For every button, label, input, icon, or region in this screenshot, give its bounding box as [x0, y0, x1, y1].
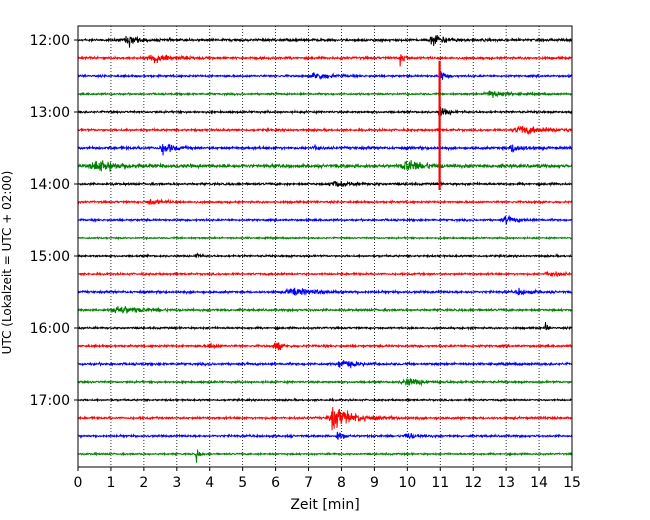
y-tick-label-1200: 12:00 — [30, 33, 70, 49]
y-tick-label-1400: 14:00 — [30, 177, 70, 193]
x-tick-label-8: 8 — [337, 475, 346, 491]
trace-1230 — [77, 70, 573, 80]
x-tick-label-13: 13 — [497, 475, 515, 491]
trace-1200 — [77, 34, 573, 48]
x-tick-label-11: 11 — [431, 475, 449, 491]
trace-1600 — [77, 322, 573, 331]
x-axis-label: Zeit [min] — [290, 497, 359, 513]
trace-1300 — [77, 105, 573, 116]
x-tick-label-3: 3 — [172, 475, 181, 491]
x-tick-label-1: 1 — [106, 475, 115, 491]
x-tick-label-12: 12 — [464, 475, 482, 491]
y-axis-ticks: 12:00 13:00 14:00 15:00 16:00 17:00 — [30, 33, 78, 409]
trace-1745 — [77, 449, 573, 463]
x-tick-label-5: 5 — [238, 475, 247, 491]
trace-1615 — [77, 342, 573, 351]
y-tick-label-1700: 17:00 — [30, 393, 70, 409]
y-axis-label: UTC (Lokalzeit = UTC + 02:00) — [0, 171, 14, 355]
x-tick-label-7: 7 — [304, 475, 313, 491]
trace-1500 — [77, 252, 573, 260]
trace-1515 — [77, 270, 573, 278]
x-tick-label-15: 15 — [563, 475, 581, 491]
trace-1345 — [77, 159, 573, 172]
plot-area-frame — [77, 25, 573, 468]
x-tick-label-9: 9 — [370, 475, 379, 491]
trace-1445 — [77, 235, 573, 241]
trace-1715 — [77, 406, 573, 431]
trace-1700 — [77, 397, 573, 403]
trace-1215 — [77, 54, 573, 67]
trace-1545 — [77, 306, 573, 314]
seismogram-traces — [77, 34, 573, 463]
y-tick-label-1500: 15:00 — [30, 249, 70, 265]
trace-1530 — [77, 287, 573, 296]
trace-1645 — [77, 378, 573, 387]
trace-1415 — [77, 198, 573, 206]
x-tick-label-4: 4 — [205, 475, 214, 491]
x-tick-label-14: 14 — [530, 475, 548, 491]
trace-1330 — [77, 143, 573, 156]
y-tick-label-1600: 16:00 — [30, 321, 70, 337]
trace-1315 — [77, 125, 573, 135]
x-tick-label-2: 2 — [139, 475, 148, 491]
trace-1730 — [77, 431, 573, 440]
x-axis-ticks: 0 1 2 3 4 5 6 7 8 9 10 11 12 13 14 15 — [74, 467, 581, 491]
trace-1245 — [77, 90, 573, 99]
y-tick-label-1300: 13:00 — [30, 105, 70, 121]
trace-1400 — [77, 180, 573, 188]
trace-1630 — [77, 360, 573, 369]
x-tick-label-10: 10 — [398, 475, 416, 491]
trace-1430 — [77, 215, 573, 225]
x-tick-label-0: 0 — [74, 475, 83, 491]
x-tick-label-6: 6 — [271, 475, 280, 491]
